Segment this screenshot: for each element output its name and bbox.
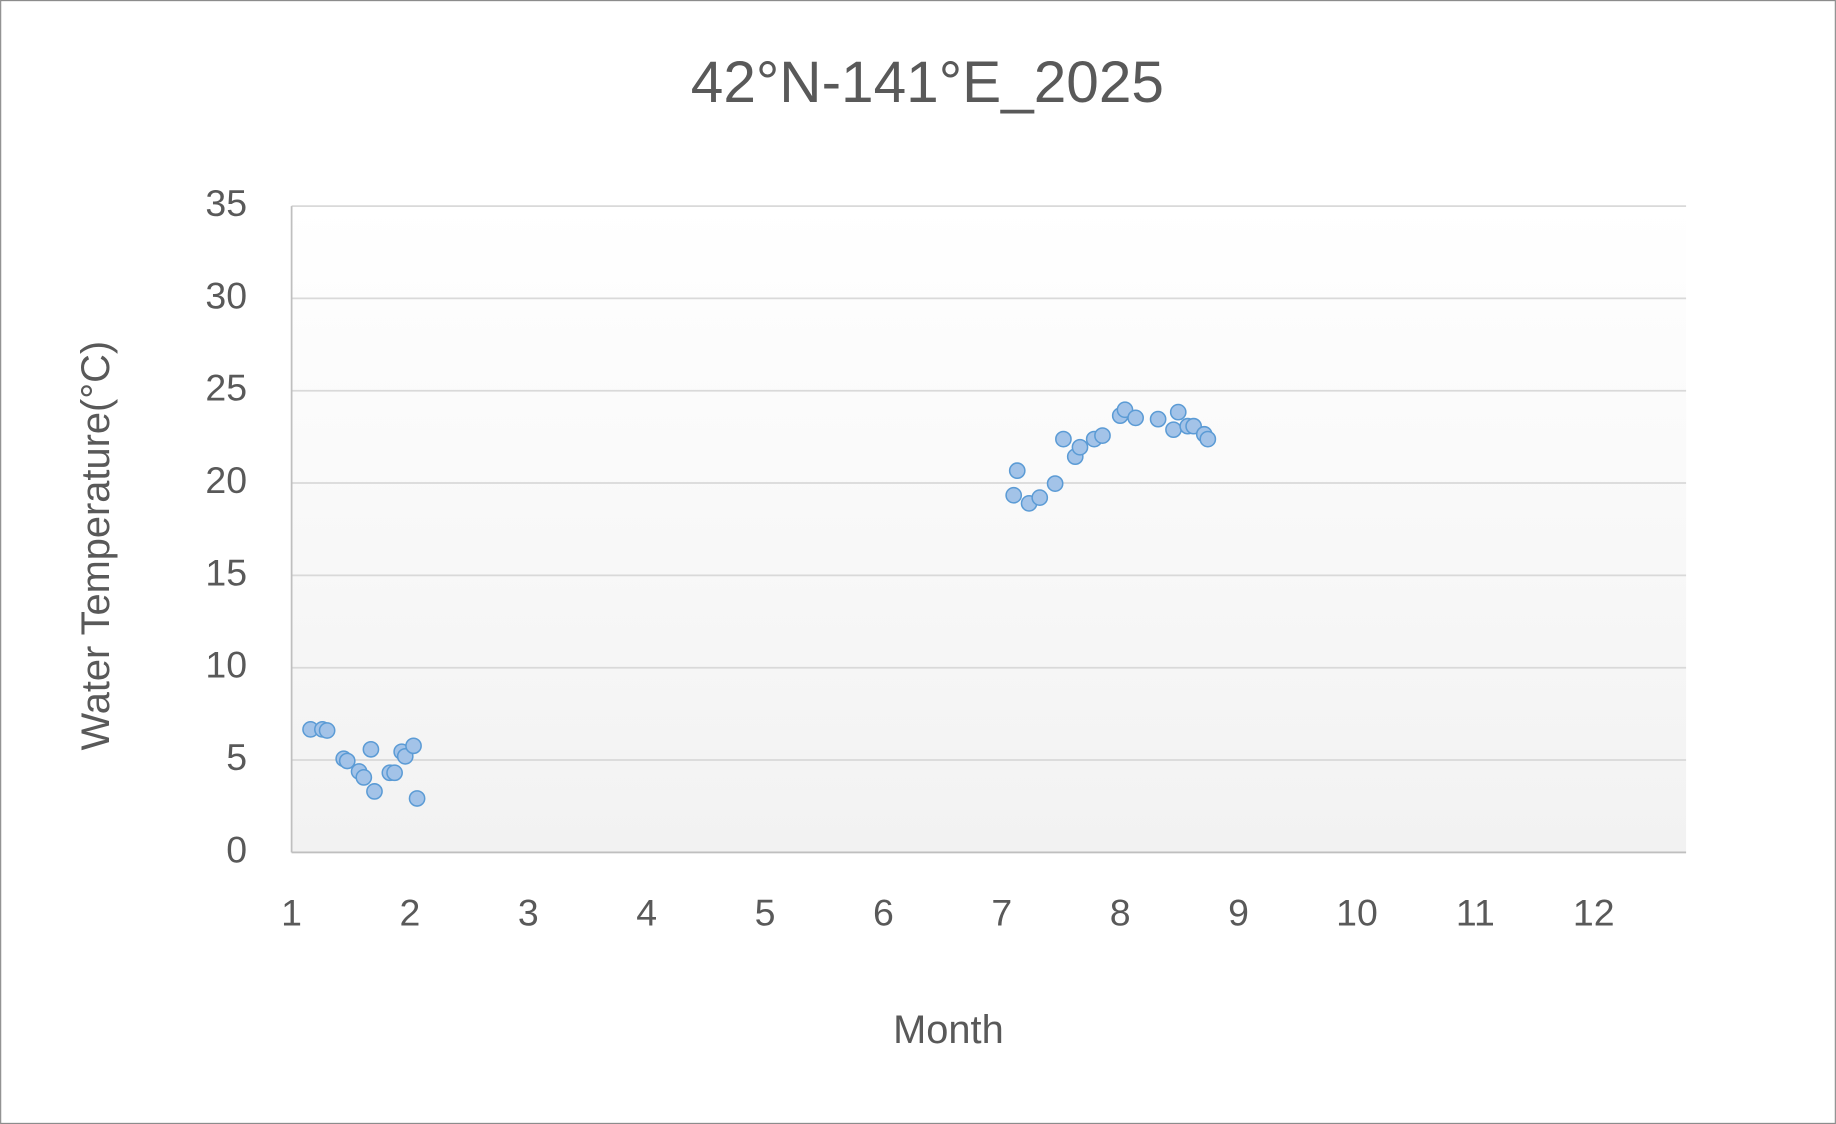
point [1199,430,1217,448]
x-tick-label: 8 [1110,891,1131,933]
point [408,790,426,807]
y-tick-label: 5 [226,736,247,778]
x-tick-label: 4 [636,891,657,933]
x-axis-label: Month [893,1008,1004,1052]
x-tick-label: 9 [1228,891,1249,933]
point [1005,486,1023,504]
point [362,740,380,758]
x-tick-label: 10 [1336,891,1378,933]
x-tick-label: 6 [873,891,894,933]
x-tick-label: 2 [400,891,421,933]
y-tick-label: 0 [226,828,247,870]
point [366,783,383,800]
x-tick-label: 12 [1573,891,1615,933]
chart-title: 42°N-141°E_2025 [691,50,1164,115]
y-axis-label: Water Temperature(°C) [74,341,118,751]
x-tick-label: 1 [281,891,302,933]
point [1094,427,1111,444]
y-tick-label: 35 [205,182,247,224]
point [1127,409,1144,427]
y-tick-label: 15 [205,551,247,593]
plot-area [291,206,1687,853]
point [1169,403,1187,421]
point [355,769,373,786]
point [1046,475,1064,492]
point [1031,489,1049,507]
y-tick-label: 30 [205,274,247,316]
point [1149,410,1167,428]
x-tick-label: 3 [518,891,539,933]
y-tick-label: 10 [205,644,247,686]
point [1071,438,1089,456]
point [1165,421,1182,439]
x-tick-label: 11 [1456,891,1495,933]
point [386,764,403,782]
y-tick-label: 25 [205,367,247,409]
point [338,752,356,770]
point [318,722,336,739]
x-tick-label: 7 [991,891,1012,933]
point [1008,462,1026,480]
y-tick-label: 20 [205,459,247,501]
point [1055,430,1072,448]
x-tick-label: 5 [755,891,776,933]
point [405,737,422,755]
